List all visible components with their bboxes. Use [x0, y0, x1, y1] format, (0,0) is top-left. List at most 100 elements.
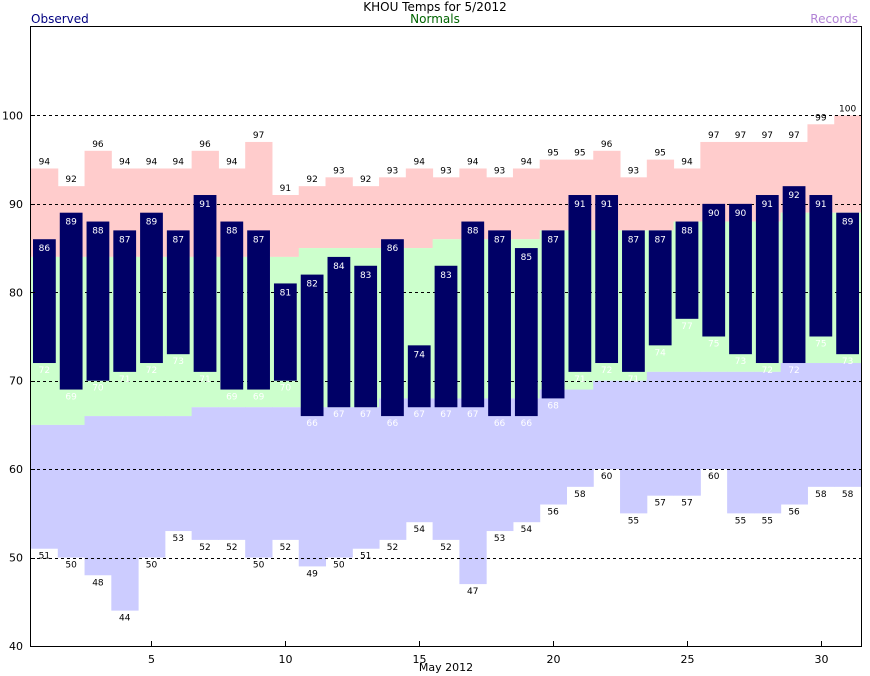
observed-bar [514, 248, 538, 417]
record-high-label: 100 [839, 104, 856, 114]
record-low-band [512, 398, 541, 523]
record-high-label: 96 [92, 140, 104, 150]
record-low-label: 52 [226, 543, 237, 553]
observed-high-label: 87 [654, 235, 665, 245]
record-high-label: 93 [440, 166, 451, 176]
record-low-band [620, 380, 648, 514]
record-low-label: 52 [440, 543, 451, 553]
observed-high-label: 91 [815, 200, 826, 210]
observed-low-label: 73 [842, 357, 853, 367]
record-low-band [727, 371, 755, 514]
observed-low-label: 72 [601, 366, 612, 376]
observed-bar [354, 265, 378, 408]
observed-low-label: 72 [788, 366, 799, 376]
x-tick-label: 20 [547, 653, 561, 666]
record-low-band [31, 424, 59, 549]
observed-high-label: 85 [521, 253, 532, 263]
observed-low-label: 70 [280, 384, 292, 394]
observed-low-label: 73 [173, 357, 184, 367]
observed-high-label: 82 [306, 280, 317, 290]
record-high-band [352, 186, 380, 249]
observed-bar [648, 230, 672, 346]
record-low-label: 55 [762, 516, 773, 526]
record-low-label: 48 [92, 578, 104, 588]
observed-low-label: 67 [467, 410, 478, 420]
x-tick-label: 25 [681, 653, 695, 666]
observed-low-label: 73 [735, 357, 746, 367]
record-high-label: 94 [226, 157, 238, 167]
observed-bar [675, 221, 699, 319]
record-low-label: 52 [280, 543, 291, 553]
observed-low-label: 71 [199, 375, 210, 385]
record-high-label: 97 [762, 131, 773, 141]
record-high-label: 94 [413, 157, 425, 167]
observed-bar [247, 230, 270, 390]
observed-high-label: 88 [226, 227, 238, 237]
observed-high-label: 86 [39, 244, 51, 254]
observed-low-label: 71 [628, 375, 639, 385]
x-tick-label: 5 [148, 653, 155, 666]
record-low-label: 50 [65, 561, 77, 571]
observed-bar [193, 195, 217, 372]
record-low-band [566, 389, 594, 487]
y-tick-label: 40 [9, 640, 23, 653]
record-high-band [539, 159, 567, 231]
observed-high-label: 87 [547, 235, 558, 245]
record-low-label: 53 [173, 534, 184, 544]
record-low-label: 56 [547, 508, 559, 518]
observed-high-label: 83 [440, 271, 451, 281]
observed-low-label: 67 [333, 410, 344, 420]
record-low-band [352, 407, 380, 549]
plot-frame [30, 26, 862, 647]
record-low-label: 52 [387, 543, 398, 553]
record-high-label: 94 [681, 157, 693, 167]
x-axis-label: May 2012 [419, 661, 473, 674]
observed-low-label: 66 [306, 419, 318, 429]
record-low-band [405, 398, 434, 523]
record-high-label: 93 [387, 166, 398, 176]
y-tick-label: 70 [9, 375, 23, 388]
observed-bar [809, 195, 833, 337]
y-tick-label: 60 [9, 463, 23, 476]
record-high-label: 96 [601, 140, 613, 150]
observed-high-label: 92 [788, 191, 799, 201]
record-high-band [512, 168, 541, 240]
record-low-label: 50 [333, 561, 345, 571]
record-low-band [271, 407, 300, 540]
record-low-label: 49 [306, 569, 318, 579]
record-high-label: 97 [735, 131, 746, 141]
record-high-label: 93 [333, 166, 344, 176]
record-low-band [807, 363, 835, 487]
observed-low-label: 75 [815, 340, 826, 350]
observed-bar [220, 221, 244, 390]
observed-low-label: 74 [654, 348, 666, 358]
record-low-band [539, 389, 567, 505]
record-low-band [218, 407, 246, 540]
observed-low-label: 77 [681, 322, 692, 332]
observed-high-label: 86 [387, 244, 399, 254]
observed-high-label: 88 [681, 227, 693, 237]
observed-bar [568, 195, 592, 372]
record-low-band [700, 371, 728, 470]
observed-bar [488, 230, 511, 417]
record-high-band [325, 177, 353, 249]
record-low-label: 58 [842, 490, 854, 500]
observed-high-label: 87 [173, 235, 184, 245]
observed-bar [166, 230, 190, 355]
record-high-band [405, 168, 434, 249]
legend-records: Records [810, 12, 858, 26]
record-high-label: 96 [199, 140, 211, 150]
record-low-label: 60 [601, 472, 613, 482]
record-low-band [325, 407, 353, 558]
record-low-label: 54 [521, 525, 533, 535]
record-high-band [646, 159, 675, 231]
data-labels: 86 72 94 51 89 69 92 50 88 70 96 48 87 71 94 44 89 72 94 50… [39, 104, 857, 623]
record-high-band [834, 115, 862, 213]
record-high-band [432, 177, 460, 240]
record-low-label: 58 [815, 490, 827, 500]
observed-high-label: 74 [413, 350, 425, 360]
record-high-label: 94 [173, 157, 185, 167]
record-low-label: 53 [494, 534, 505, 544]
observed-bar [782, 186, 806, 364]
